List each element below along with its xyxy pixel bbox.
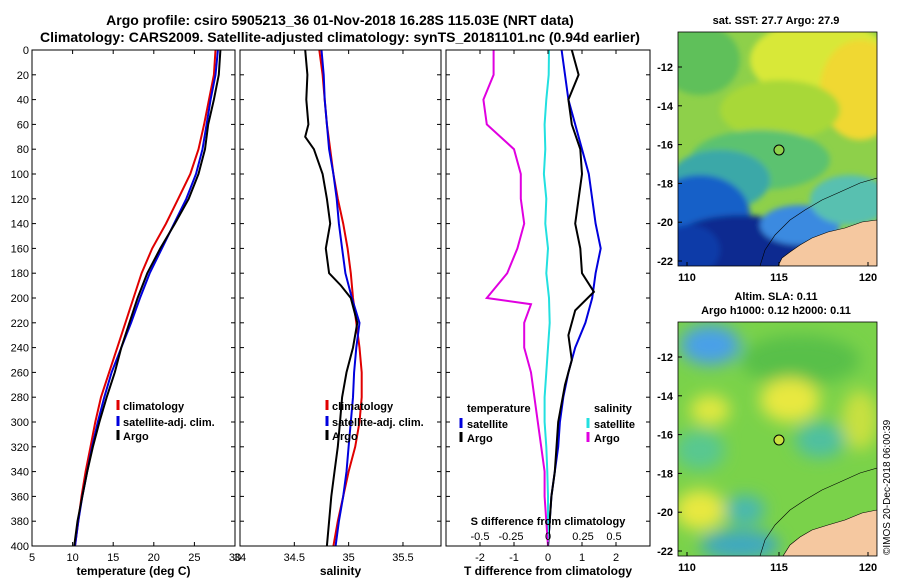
sla-map-image bbox=[678, 322, 877, 556]
y-tick-label: 140 bbox=[11, 219, 29, 231]
x-tick-label: 34.5 bbox=[284, 552, 305, 564]
temperature-panel: 0 20 40 60 80 100 120 140 160 180 200 220 240 260 280 3… bbox=[11, 45, 241, 578]
y-tick-label: 200 bbox=[11, 293, 29, 305]
x-tick-label: 2 bbox=[613, 552, 619, 564]
map-x-tick-label: 115 bbox=[770, 562, 788, 574]
y-tick-label: 400 bbox=[11, 541, 29, 553]
y-tick-label: 20 bbox=[17, 70, 29, 82]
y-tick-label: 220 bbox=[11, 318, 29, 330]
y-tick-label: 100 bbox=[11, 169, 29, 181]
y-tick-label: 340 bbox=[11, 467, 29, 479]
x-tick-label: -1 bbox=[509, 552, 519, 564]
legend-heading: salinity bbox=[594, 403, 633, 415]
main-title-line2: Climatology: CARS2009. Satellite-adjuste… bbox=[40, 29, 640, 45]
main-title-line1: Argo profile: csiro 5905213_36 01-Nov-20… bbox=[106, 12, 574, 28]
sst-map-title: sat. SST: 27.7 Argo: 27.9 bbox=[712, 15, 840, 27]
y-tick-label: 240 bbox=[11, 343, 29, 355]
sla-map-title-line2: Argo h1000: 0.12 h2000: 0.11 bbox=[701, 305, 851, 317]
legend-label: satellite-adj. clim. bbox=[123, 417, 215, 429]
x-tick-label: 35 bbox=[343, 552, 355, 564]
y-tick-label: 120 bbox=[11, 194, 29, 206]
y-tick-label: 380 bbox=[11, 516, 29, 528]
map-x-tick-label: 110 bbox=[678, 562, 696, 574]
y-tick-label: 60 bbox=[17, 119, 29, 131]
legend-label: Argo bbox=[332, 431, 358, 443]
temperature-series-satellite-adj-clim- bbox=[74, 49, 219, 547]
x-top-tick-label: -0.25 bbox=[498, 531, 523, 543]
y-tick-label: 40 bbox=[17, 95, 29, 107]
salinity-frame bbox=[239, 49, 442, 547]
map-x-tick-label: 120 bbox=[859, 562, 877, 574]
temperature-series-argo bbox=[73, 49, 222, 547]
salinity-series-climatology bbox=[318, 49, 363, 547]
x-top-tick-label: 0.25 bbox=[572, 531, 593, 543]
legend-label: satellite-adj. clim. bbox=[332, 417, 424, 429]
x-tick-label: 5 bbox=[29, 552, 35, 564]
map-x-tick-label: 110 bbox=[678, 272, 696, 284]
legend-label: Argo bbox=[123, 431, 149, 443]
sst-map-image bbox=[678, 32, 877, 266]
x-tick-label: 30 bbox=[229, 552, 241, 564]
sst-argo-marker bbox=[773, 144, 785, 156]
x-tick-label: 20 bbox=[148, 552, 160, 564]
salinity-panel: 34 34.5 35 35.5 salinity bbox=[234, 49, 442, 578]
x-top-tick-label: 0 bbox=[545, 531, 551, 543]
legend-label: climatology bbox=[332, 401, 394, 413]
y-tick-label: 180 bbox=[11, 268, 29, 280]
x-tick-label: 34 bbox=[234, 552, 246, 564]
legend-label: Argo bbox=[594, 433, 620, 445]
y-tick-label: 260 bbox=[11, 367, 29, 379]
temperature-xlabel: temperature (deg C) bbox=[76, 564, 190, 578]
difference-series-temperature-satellite bbox=[547, 49, 602, 547]
sla-map-title-line1: Altim. SLA: 0.11 bbox=[734, 291, 818, 303]
legend-label: satellite bbox=[467, 419, 508, 431]
credit-timestamp: ©IMOS 20-Dec-2018 06:00:39 bbox=[882, 419, 893, 555]
y-tick-label: 80 bbox=[17, 144, 29, 156]
x-tick-label: 15 bbox=[107, 552, 119, 564]
profile-plots: 0204060801001201401601802002202402602803… bbox=[11, 45, 651, 578]
y-tick-label: 160 bbox=[11, 243, 29, 255]
legend-heading: temperature bbox=[467, 403, 531, 415]
difference-panel: -2 -1 0 1 2T difference from climatology bbox=[445, 49, 651, 578]
x-top-tick-label: 0.5 bbox=[606, 531, 621, 543]
map-x-tick-label: 120 bbox=[859, 272, 877, 284]
y-tick-label: 360 bbox=[11, 491, 29, 503]
y-tick-label: 320 bbox=[11, 442, 29, 454]
y-tick-label: 0 bbox=[23, 45, 29, 57]
legend-label: Argo bbox=[467, 433, 493, 445]
y-tick-label: 280 bbox=[11, 392, 29, 404]
difference-series-salinity-argo bbox=[482, 50, 549, 547]
difference-series-salinity-satellite bbox=[542, 49, 551, 546]
difference-series-temperature-argo bbox=[547, 49, 596, 547]
x-tick-label: 10 bbox=[66, 552, 78, 564]
x-tick-label: 35.5 bbox=[392, 552, 413, 564]
x-tick-label: -2 bbox=[475, 552, 485, 564]
salinity-series-satellite-adj-clim- bbox=[320, 49, 361, 547]
x-tick-label: 0 bbox=[545, 552, 551, 564]
sla-argo-marker bbox=[773, 434, 785, 446]
salinity-xlabel: salinity bbox=[320, 564, 362, 578]
legend-label: satellite bbox=[594, 419, 635, 431]
x-top-tick-label: -0.5 bbox=[471, 531, 490, 543]
x-tick-label: 25 bbox=[188, 552, 200, 564]
salinity-series-argo bbox=[304, 49, 359, 547]
difference-xlabel-top: S difference from climatology bbox=[471, 516, 627, 528]
temperature-series-climatology bbox=[74, 49, 217, 547]
y-tick-label: 300 bbox=[11, 417, 29, 429]
map-x-tick-label: 115 bbox=[770, 272, 788, 284]
legend-label: climatology bbox=[123, 401, 185, 413]
difference-xlabel: T difference from climatology bbox=[464, 564, 632, 578]
x-tick-label: 1 bbox=[579, 552, 585, 564]
